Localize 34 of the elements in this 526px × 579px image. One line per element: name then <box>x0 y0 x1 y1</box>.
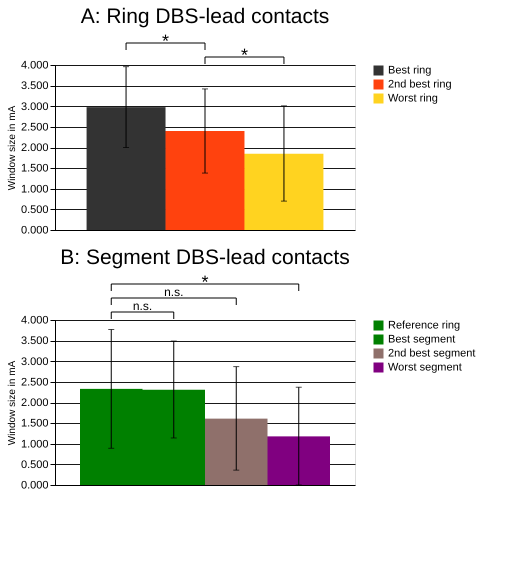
legend-label: Reference ring <box>388 320 460 332</box>
text: n.s. <box>164 285 184 299</box>
chart-title: B: Segment DBS-lead contacts <box>60 246 350 269</box>
y-tick-label: 2.500 <box>20 376 48 388</box>
y-tick-label: 1.500 <box>20 418 48 430</box>
y-tick-label: 4.000 <box>20 60 48 72</box>
legend-label: 2nd best segment <box>388 348 476 360</box>
chart-title: A: Ring DBS-lead contacts <box>80 5 330 28</box>
y-tick-label: 0.500 <box>20 204 48 216</box>
y-tick-label: 1.000 <box>20 183 48 196</box>
y-axis-title: Window size in mA <box>6 105 18 190</box>
text: * <box>162 31 170 51</box>
text: * <box>240 45 248 65</box>
y-tick-label: 1.000 <box>20 438 48 450</box>
y-tick-label: 2.500 <box>20 121 48 134</box>
y-tick-label: 2.000 <box>20 142 48 154</box>
text: n.s. <box>132 299 152 313</box>
y-tick-label: 2.000 <box>20 397 48 409</box>
y-tick-label: 0.500 <box>20 458 48 471</box>
y-tick-label: 0.000 <box>20 224 48 236</box>
text: * <box>201 272 209 292</box>
legend-label: 2nd best ring <box>388 78 452 90</box>
y-tick-label: 3.000 <box>20 100 48 113</box>
y-tick-label: 0.000 <box>20 480 48 492</box>
y-tick-label: 3.000 <box>20 356 48 368</box>
legend-label: Worst segment <box>388 362 462 374</box>
legend-label: Best ring <box>388 64 432 76</box>
y-tick-label: 4.000 <box>20 314 48 326</box>
legend-label: Best segment <box>388 334 456 346</box>
y-axis-title: Window size in mA <box>6 360 18 446</box>
y-tick-label: 1.500 <box>20 162 48 175</box>
y-tick-label: 3.500 <box>20 80 48 92</box>
y-tick-label: 3.500 <box>20 335 48 348</box>
legend-label: Worst ring <box>388 92 438 104</box>
